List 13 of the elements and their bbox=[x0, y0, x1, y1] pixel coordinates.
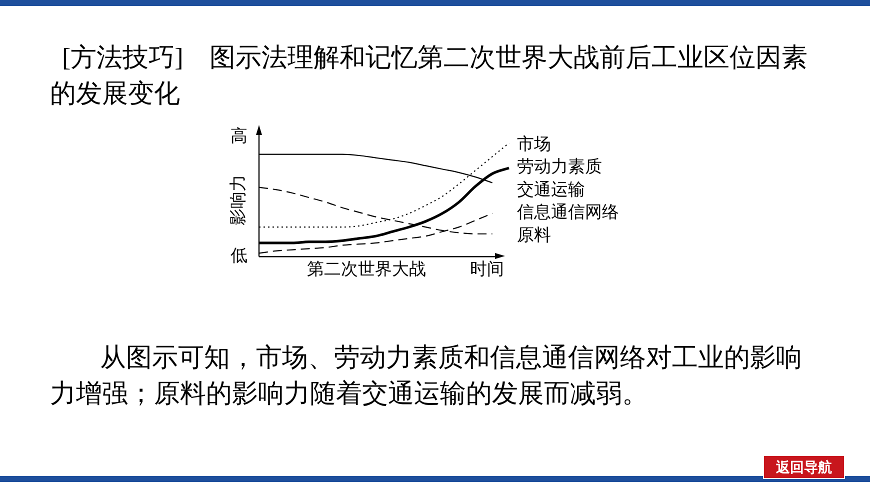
chart-title: [方法技巧] 图示法理解和记忆第二次世界大战前后工业区位因素的发展变化 bbox=[50, 42, 808, 110]
text: 返回导航 bbox=[763, 455, 845, 479]
text: 从图示可知，市场、劳动力素质和信息通信网络对工业的影响力增强；原料的影响力随着交通运输的发展而减弱。 bbox=[50, 342, 803, 410]
series-label: 劳动力素质 bbox=[517, 157, 602, 176]
series-label: 市场 bbox=[517, 134, 551, 154]
x-axis-title: 时间 bbox=[470, 260, 504, 279]
y-axis-title: 影响力 bbox=[228, 174, 248, 226]
text: 低 bbox=[230, 246, 248, 266]
text: 高 bbox=[230, 126, 248, 146]
text: 第二次世界大战 bbox=[307, 260, 426, 279]
series-label: 原料 bbox=[517, 225, 551, 244]
series-label: 信息通信网络 bbox=[517, 202, 619, 222]
series-label: 交通运输 bbox=[517, 180, 585, 199]
